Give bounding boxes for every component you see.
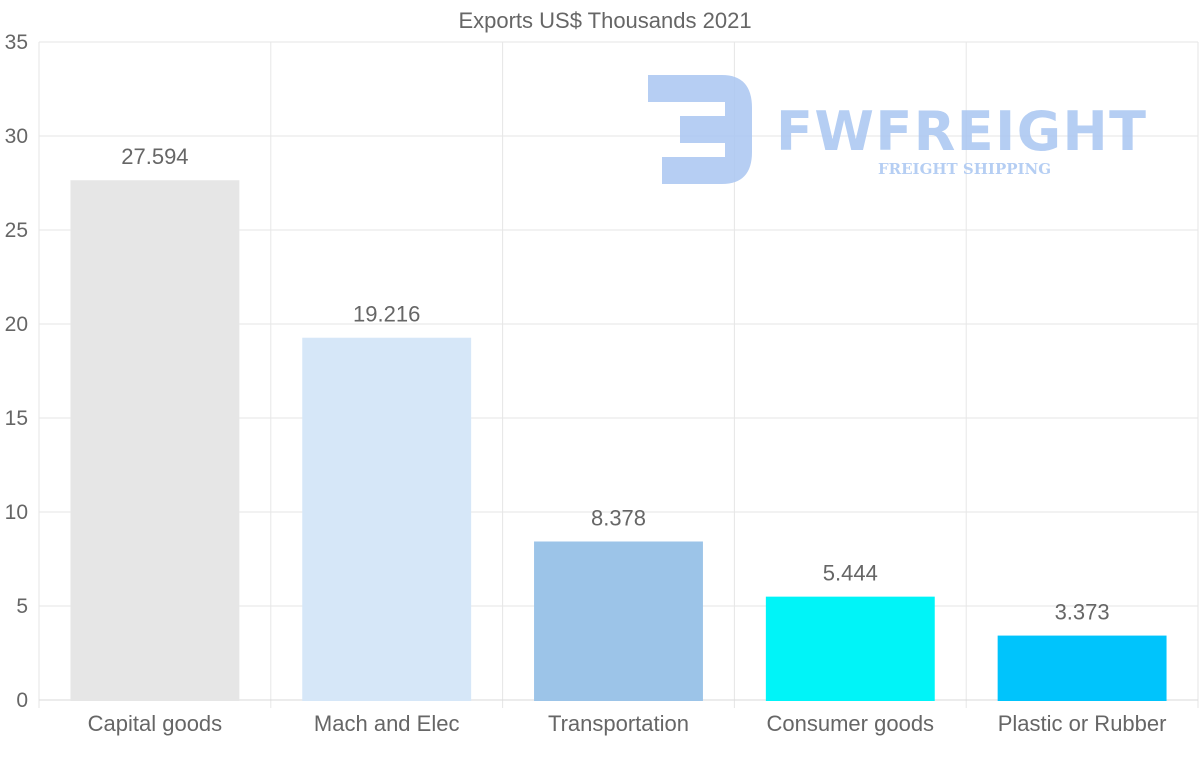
x-axis-categories: Capital goods Mach and Elec Transportation…: [88, 711, 1167, 736]
chart-title: Exports US$ Thousands 2021: [458, 8, 751, 33]
y-tick-label: 25: [5, 219, 28, 242]
bars: [70, 180, 1167, 702]
data-label: 3.373: [1055, 600, 1110, 625]
watermark-emblem-icon: [648, 75, 752, 184]
watermark-logo: FWFREIGHT FREIGHT SHIPPING: [648, 75, 1146, 184]
y-tick-label: 35: [5, 31, 28, 54]
x-category-label: Transportation: [548, 711, 689, 736]
y-tick-label: 30: [5, 125, 28, 148]
data-label: 8.378: [591, 505, 646, 530]
bar-mach-and-elec[interactable]: [302, 337, 472, 701]
bar-capital-goods[interactable]: [70, 180, 240, 702]
y-tick-label: 15: [5, 407, 28, 430]
bar-plastic-or-rubber[interactable]: [997, 635, 1167, 701]
data-label: 5.444: [823, 561, 878, 586]
y-tick-label: 0: [16, 689, 28, 712]
y-tick-label: 5: [16, 595, 28, 618]
x-category-label: Consumer goods: [767, 711, 935, 736]
x-category-label: Mach and Elec: [314, 711, 460, 736]
data-label: 27.594: [121, 144, 188, 169]
watermark-brand: FWFREIGHT: [776, 100, 1146, 163]
y-axis-ticks: 0 5 10 15 20 25 30 35: [5, 31, 28, 712]
data-label: 19.216: [353, 302, 420, 327]
data-labels: 27.594 19.216 8.378 5.444 3.373: [121, 144, 1109, 624]
y-tick-label: 10: [5, 501, 28, 524]
bar-consumer-goods[interactable]: [765, 596, 935, 701]
y-tick-label: 20: [5, 313, 28, 336]
watermark-tagline: FREIGHT SHIPPING: [878, 160, 1051, 178]
bar-transportation[interactable]: [534, 541, 703, 701]
x-category-label: Plastic or Rubber: [998, 711, 1167, 736]
x-category-label: Capital goods: [88, 711, 223, 736]
